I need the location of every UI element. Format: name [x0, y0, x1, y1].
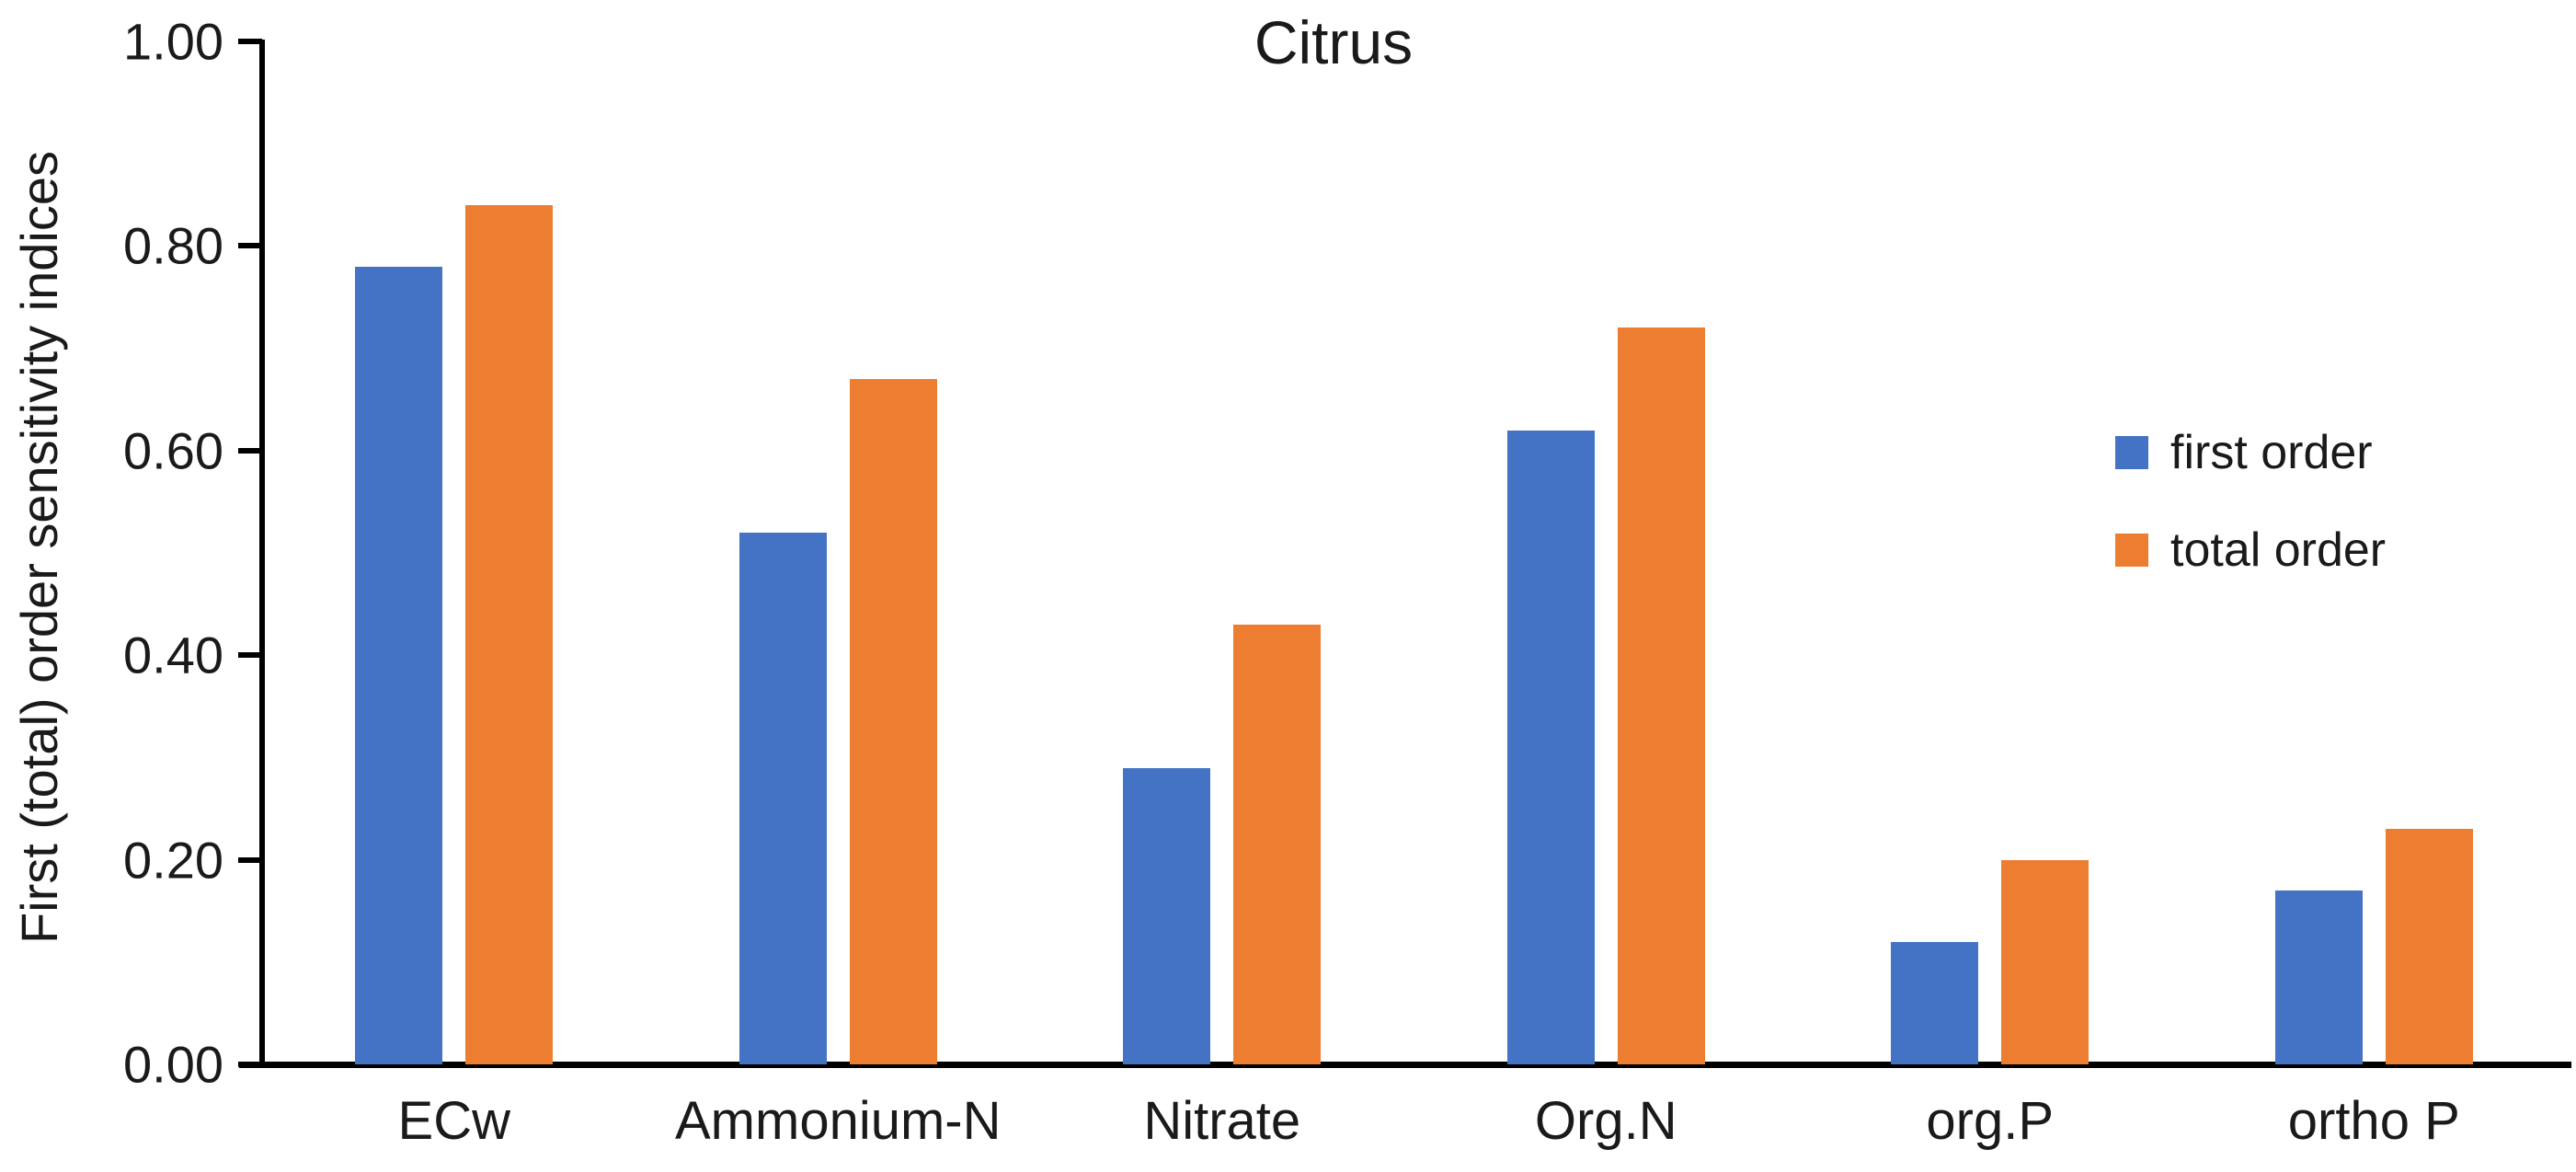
- legend-swatch-first-order: [2115, 436, 2148, 469]
- bar-first-order-org-n: [1506, 430, 1595, 1064]
- y-axis-tick-label: 0.80: [123, 216, 223, 275]
- y-axis-tick-mark: [238, 652, 262, 659]
- y-axis-tick-label: 0.60: [123, 421, 223, 480]
- y-axis-line: [259, 40, 265, 1067]
- bar-first-order-org-p: [1891, 941, 1979, 1064]
- bar-group-org-n: [1414, 41, 1799, 1064]
- x-axis-label-nitrate: Nitrate: [1143, 1091, 1301, 1151]
- legend-item-first-order: first order: [2115, 425, 2386, 480]
- legend: first order total order: [2115, 425, 2386, 578]
- y-axis-tick-mark: [238, 1062, 262, 1067]
- y-axis-tick-label: 0.40: [123, 626, 223, 684]
- y-axis-tick-mark: [238, 39, 262, 44]
- y-axis-tick-mark: [238, 447, 262, 454]
- y-axis-tick-mark: [238, 243, 262, 249]
- y-axis-tick-label: 0.20: [123, 831, 223, 890]
- x-axis-label-ecw: ECw: [397, 1091, 510, 1151]
- x-axis-label-ortho-p: ortho P: [2287, 1091, 2460, 1151]
- bar-total-order-org-p: [2001, 859, 2089, 1064]
- legend-item-total-order: total order: [2115, 523, 2386, 578]
- bar-first-order-ortho-p: [2274, 890, 2363, 1064]
- x-axis-label-org-n: Org.N: [1534, 1091, 1677, 1151]
- legend-label-first-order: first order: [2170, 426, 2373, 479]
- x-axis-line: [239, 1062, 2571, 1068]
- bar-first-order-ammonium-n: [738, 532, 827, 1064]
- chart-title: Citrus: [1254, 8, 1414, 76]
- bar-total-order-nitrate: [1233, 624, 1322, 1064]
- bar-total-order-org-n: [1617, 327, 1705, 1064]
- bar-group-ecw: [262, 41, 647, 1064]
- bar-group-nitrate: [1030, 41, 1414, 1064]
- x-axis-label-ammonium-n: Ammonium-N: [675, 1091, 1002, 1151]
- legend-label-total-order: total order: [2170, 523, 2387, 577]
- y-axis-tick-mark: [238, 856, 262, 863]
- bar-first-order-nitrate: [1123, 767, 1211, 1064]
- bar-group-ortho-p: [2182, 41, 2567, 1064]
- y-axis-title: First (total) order sensitivity indices: [10, 150, 68, 945]
- y-axis-tick-label: 1.00: [123, 12, 223, 71]
- bar-total-order-ecw: [465, 204, 554, 1064]
- bar-group-org-p: [1798, 41, 2182, 1064]
- bar-first-order-ecw: [355, 266, 443, 1064]
- bar-group-ammonium-n: [647, 41, 1031, 1064]
- x-axis-label-org-p: org.P: [1926, 1091, 2055, 1151]
- bar-total-order-ammonium-n: [849, 378, 937, 1064]
- legend-swatch-total-order: [2115, 534, 2148, 567]
- plot-area: 0.00 0.20 0.40 0.60 0.80 1.00: [123, 13, 2571, 1094]
- y-axis-tick-label: 0.00: [123, 1035, 223, 1094]
- bar-total-order-ortho-p: [2385, 829, 2473, 1064]
- x-axis-labels: ECw Ammonium-N Nitrate Org.N org.P ortho P: [262, 1090, 2566, 1152]
